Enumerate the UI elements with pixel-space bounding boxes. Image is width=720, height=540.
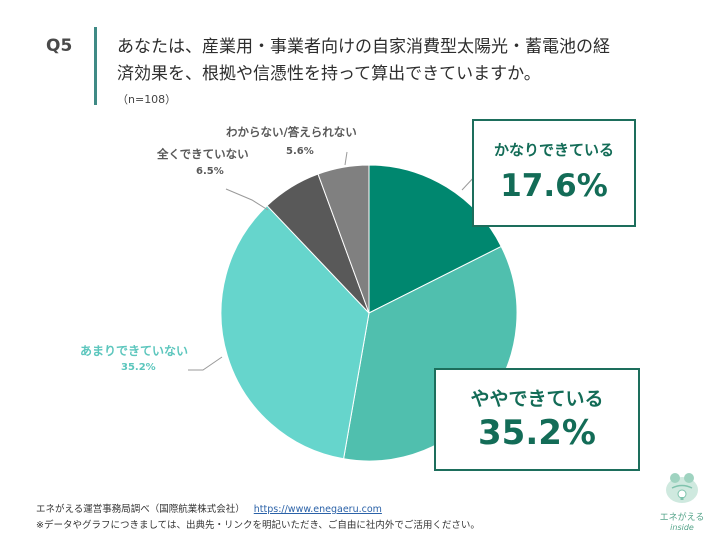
callout-kanari: かなりできている 17.6% — [472, 119, 636, 227]
callout-yaya-label: ややできている — [470, 388, 604, 410]
logo-name: エネがえる — [659, 513, 705, 523]
label-mattaku: 全くできていない — [157, 147, 249, 161]
callout-kanari-value: 17.6% — [500, 168, 608, 204]
value-amari: 35.2% — [121, 362, 156, 373]
label-wakaranai-text: わからない/答えられない — [226, 125, 357, 139]
question-text-line2: 済効果を、根拠や信憑性を持って算出できていますか。 — [117, 64, 541, 84]
pie-slice — [317, 164, 370, 314]
callout-yaya: ややできている 35.2% — [434, 368, 640, 471]
question-text-line1: あなたは、産業用・事業者向けの自家消費型太陽光・蓄電池の経 — [117, 37, 610, 57]
footer-link[interactable]: https://www.enegaeru.com — [253, 504, 382, 515]
logo-sub: inside — [670, 523, 694, 532]
frog-icon — [666, 473, 698, 503]
footer-source-text: エネがえる運営事務局調べ（国際航業株式会社） — [36, 504, 245, 515]
label-wakaranai: わからない/答えられない — [226, 124, 357, 140]
enegaeru-logo: エネがえる inside — [650, 470, 714, 536]
footer-source: エネがえる運営事務局調べ（国際航業株式会社） https://www.enega… — [36, 501, 382, 515]
sample-size: （n=108） — [117, 93, 177, 106]
value-mattaku: 6.5% — [196, 166, 224, 177]
question-text: あなたは、産業用・事業者向けの自家消費型太陽光・蓄電池の経 済効果を、根拠や信憑… — [117, 34, 707, 88]
question-divider — [94, 27, 97, 105]
label-amari: あまりできていない — [80, 344, 189, 358]
footer-note: ※データやグラフにつきましては、出典先・リンクを明記いただき、ご自由に社内外でご… — [36, 520, 480, 531]
question-number: Q5 — [46, 36, 73, 56]
pie-slice — [368, 164, 502, 314]
pie-slice — [220, 204, 370, 460]
callout-kanari-label: かなりできている — [493, 141, 614, 159]
value-wakaranai: 5.6% — [286, 146, 314, 157]
callout-yaya-value: 35.2% — [478, 413, 596, 453]
